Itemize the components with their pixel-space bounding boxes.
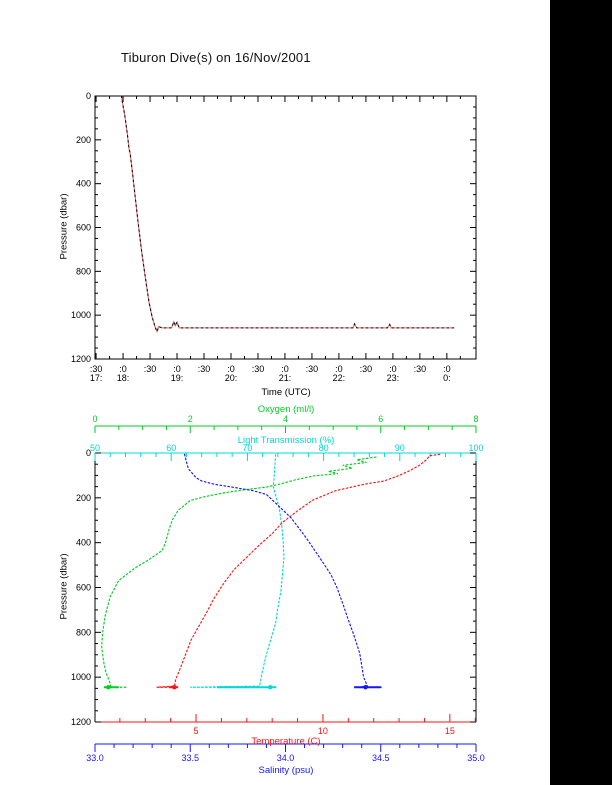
pressure-tick-label: 600: [76, 583, 91, 593]
pressure-tick-label: 800: [76, 627, 91, 637]
light-tick-label: 50: [90, 443, 100, 453]
pressure-tick-label: 1000: [71, 672, 91, 682]
pressure-tick-label: 600: [76, 223, 91, 233]
time-hour-label: 23:: [387, 373, 400, 383]
time-minute-label: :0: [119, 364, 127, 374]
temperature-tick-label: 10: [318, 726, 328, 736]
bottom-pressure-axis-title: Pressure (dbar): [58, 553, 70, 620]
salinity-tick-label: 34.0: [277, 753, 295, 763]
profiles-chart: 0 200 400 600 800 1000 1200 0 2 4 6 8 50 60 70 80 90 100 5…: [71, 414, 485, 763]
temperature-tick-label: 15: [445, 726, 455, 736]
light-transmission-profile: [190, 454, 285, 688]
dive-track-dashes: [120, 95, 455, 334]
salinity-tick-label: 35.0: [467, 753, 485, 763]
temperature-profile: [156, 453, 441, 688]
dive-track-line: [120, 95, 455, 334]
time-minute-label: :30: [306, 364, 319, 374]
salinity-axis-title: Salinity (psu): [258, 765, 314, 776]
time-minute-label: :30: [414, 364, 427, 374]
pressure-tick-label: 400: [76, 538, 91, 548]
time-minute-label: :0: [173, 364, 181, 374]
salinity-tick-label: 33.0: [86, 753, 104, 763]
page-title: Tiburon Dive(s) on 16/Nov/2001: [121, 50, 311, 65]
pressure-tick-label: 400: [76, 179, 91, 189]
pressure-tick-label: 800: [76, 266, 91, 276]
right-black-bar: [550, 0, 612, 785]
top-pressure-axis-title: Pressure (dbar): [58, 193, 70, 260]
oxygen-tick-label: 4: [283, 414, 288, 424]
pressure-tick-label: 1000: [71, 310, 91, 320]
oxygen-axis-title: Oxygen (ml/l): [257, 404, 315, 415]
pressure-tick-label: 200: [76, 493, 91, 503]
time-minute-label: :30: [90, 364, 103, 374]
time-minute-label: :30: [144, 364, 157, 374]
light-transmission-axis-title: Light Transmission (%): [237, 435, 335, 446]
temperature-knot: [172, 685, 177, 690]
light-tick-label: 100: [468, 443, 483, 453]
pressure-tick-label: 1200: [71, 354, 91, 364]
light-tick-label: 60: [166, 443, 176, 453]
time-hour-label: 21:: [279, 373, 292, 383]
temperature-axis-title: Temperature (C): [251, 736, 321, 747]
oxygen-tick-label: 6: [378, 414, 383, 424]
time-hour-label: 19:: [171, 373, 184, 383]
time-minute-label: :0: [281, 364, 289, 374]
time-minute-label: :30: [360, 364, 373, 374]
light-tick-label: 90: [395, 443, 405, 453]
salinity-tick-label: 33.5: [181, 753, 199, 763]
top-plot-frame: [94, 95, 477, 360]
time-hour-label: 17:: [90, 373, 103, 383]
light-tick-label: 70: [242, 443, 252, 453]
oxygen-tick-label: 8: [473, 414, 478, 424]
light-transmission-knot: [268, 685, 273, 690]
time-minute-label: :0: [335, 364, 343, 374]
oxygen-knot: [106, 685, 111, 690]
pressure-tick-label: 0: [86, 448, 91, 458]
pressure-tick-label: 200: [76, 135, 91, 145]
time-minute-label: :30: [198, 364, 211, 374]
time-hour-label: 20:: [225, 373, 238, 383]
time-hour-label: 0:: [443, 373, 451, 383]
salinity-profile: [183, 453, 384, 688]
time-minute-label: :30: [252, 364, 265, 374]
temperature-tick-label: 5: [194, 726, 199, 736]
oxygen-tick-label: 0: [92, 414, 97, 424]
time-axis-title: Time (UTC): [261, 387, 311, 398]
oxygen-tick-label: 2: [188, 414, 193, 424]
depth-time-chart: :3017::018::30:019::30:020::30:021::30:0…: [71, 91, 477, 383]
time-minute-label: :0: [389, 364, 397, 374]
pressure-tick-label: 1200: [71, 717, 91, 727]
time-hour-label: 18:: [117, 373, 130, 383]
salinity-knot: [363, 685, 368, 690]
time-minute-label: :0: [443, 364, 451, 374]
time-hour-label: 22:: [333, 373, 346, 383]
time-minute-label: :0: [227, 364, 235, 374]
pressure-tick-label: 0: [86, 91, 91, 101]
light-tick-label: 80: [319, 443, 329, 453]
salinity-tick-label: 34.5: [372, 753, 390, 763]
